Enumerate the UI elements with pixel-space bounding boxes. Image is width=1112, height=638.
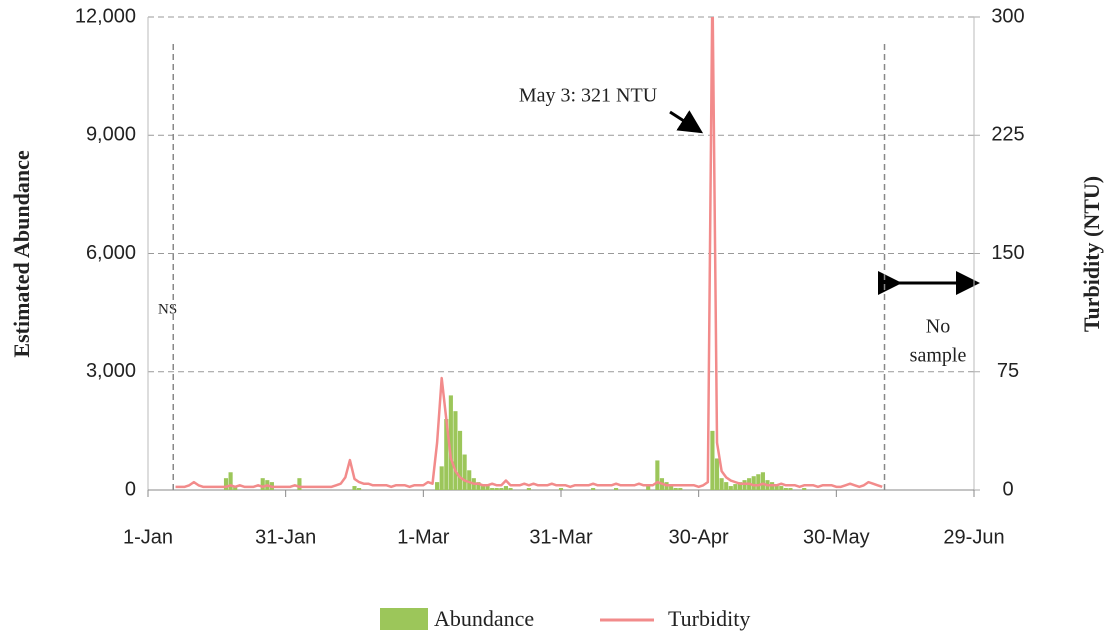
bar (751, 476, 756, 490)
bar (526, 488, 531, 490)
bar (352, 486, 357, 490)
bar (673, 488, 678, 490)
bar (444, 419, 449, 490)
bar (508, 488, 513, 490)
no-sample-annotation: No (926, 316, 950, 338)
y-tick-label: 3,000 (86, 360, 136, 382)
bar (457, 430, 463, 490)
y-axis-title: Estimated Abundance (9, 150, 34, 357)
bar (476, 482, 481, 490)
bar (655, 460, 660, 490)
ns-annotation: NS (158, 301, 177, 317)
y2-axis-title: Turbidity (NTU) (1079, 176, 1104, 332)
bar (297, 478, 302, 490)
bar (228, 472, 233, 490)
x-tick-label: 31-Mar (529, 526, 593, 548)
y2-tick-label: 150 (991, 242, 1024, 264)
bar (669, 486, 674, 490)
bar (439, 466, 444, 490)
bar (802, 488, 807, 490)
bar (788, 488, 793, 490)
x-tick-label: 1-Jan (123, 526, 173, 548)
bar (357, 488, 362, 490)
y-tick-label: 12,000 (75, 5, 136, 27)
bar (462, 454, 467, 490)
no-sample-annotation: sample (910, 345, 967, 367)
bar (710, 430, 715, 490)
bar (490, 488, 495, 490)
bar (779, 486, 784, 490)
legend-label: Abundance (434, 606, 534, 631)
bar (646, 486, 651, 490)
bar (499, 488, 504, 490)
x-tick-label: 1-Mar (397, 526, 450, 548)
y-tick-label: 9,000 (86, 124, 136, 146)
y-tick-label: 0 (125, 478, 136, 500)
y-tick-label: 6,000 (86, 242, 136, 264)
bar (448, 395, 453, 490)
bar (467, 470, 472, 490)
bar (260, 478, 265, 490)
plot-area (175, 17, 883, 490)
bar (756, 474, 761, 490)
y2-tick-label: 300 (991, 5, 1024, 27)
legend-label: Turbidity (668, 606, 750, 631)
y2-tick-label: 0 (1002, 478, 1013, 500)
y2-tick-label: 225 (991, 124, 1024, 146)
bar (503, 486, 508, 490)
bar (485, 486, 490, 490)
bar (760, 472, 765, 490)
bar (223, 478, 229, 490)
bar (742, 480, 747, 490)
bar (774, 484, 779, 490)
bar (591, 488, 596, 490)
x-tick-label: 30-Apr (669, 526, 729, 548)
bar (714, 458, 720, 490)
bar (728, 486, 733, 490)
x-tick-label: 29-Jun (943, 526, 1004, 548)
line (175, 17, 883, 489)
bar (558, 488, 564, 490)
bar (733, 484, 738, 490)
bar (724, 482, 729, 490)
x-tick-label: 31-Jan (255, 526, 316, 548)
bar (614, 488, 619, 490)
x-tick-label: 30-May (803, 526, 870, 548)
peak-annotation: May 3: 321 NTU (519, 85, 658, 107)
bar (783, 488, 788, 490)
bar (494, 488, 499, 490)
bar (737, 482, 743, 490)
bar (480, 486, 486, 490)
bar (453, 411, 458, 490)
y2-tick-label: 75 (997, 360, 1019, 382)
bar (719, 478, 724, 490)
bar (678, 488, 683, 490)
legend-swatch (380, 608, 428, 630)
bar (435, 482, 440, 490)
peak-arrow (669, 110, 704, 134)
